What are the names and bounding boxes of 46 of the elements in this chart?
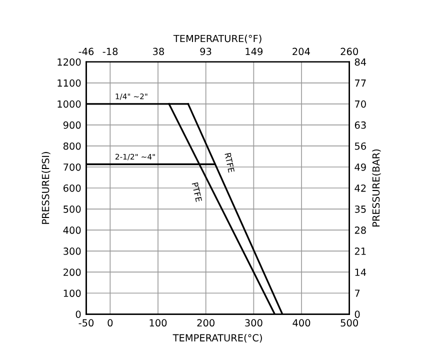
y-axis-title: PRESSURE(PSI)	[42, 152, 50, 224]
x-tick-label: -50	[78, 319, 94, 327]
x2-tick-label: 38	[153, 48, 164, 56]
y2-tick-label: 21	[354, 248, 366, 255]
y2-tick-label: 42	[354, 184, 366, 192]
text: PTFE	[192, 182, 202, 202]
y2-tick-label: 70	[355, 100, 366, 108]
y2-tick-label: 7	[355, 290, 360, 297]
y-tick-label: 400	[63, 226, 81, 234]
y-tick-label: 700	[64, 163, 81, 171]
x2-tick-label: -46	[78, 48, 94, 56]
y-tick-label: 800	[63, 142, 81, 150]
x2-tick-label: 149	[246, 48, 263, 56]
x-axis-title: TEMPERATURE(°C)	[172, 334, 262, 343]
y2-tick-label: 56	[354, 142, 366, 150]
y-tick-label: 500	[64, 206, 81, 213]
x-tick-label: 0	[108, 319, 113, 327]
text: RTFE	[224, 152, 235, 173]
x-tick-label: 100	[150, 319, 167, 327]
y-tick-label: 200	[64, 268, 81, 276]
y-tick-label: 100	[64, 290, 81, 297]
y2-tick-label: 35	[354, 206, 366, 213]
y-tick-label: 900	[63, 121, 81, 129]
y2-tick-label: 49	[354, 163, 366, 171]
y-tick-label: 1200	[58, 58, 81, 66]
x2-tick-label: 260	[340, 48, 358, 56]
x-tick-label: 300	[245, 319, 262, 327]
y2-tick-label: 63	[354, 121, 366, 129]
x2-tick-label: 204	[292, 48, 310, 56]
x-tick-label: 400	[292, 319, 310, 327]
x2-tick-label: -18	[102, 48, 118, 56]
y2-tick-label: 14	[355, 268, 366, 276]
y-tick-label: 600	[64, 184, 81, 192]
y-tick-label: 0	[76, 310, 81, 318]
y-tick-label: 1100	[58, 79, 81, 87]
x-tick-label: 200	[197, 319, 214, 327]
x2-tick-label: 93	[200, 48, 212, 56]
y-tick-label: 1000	[58, 100, 81, 108]
y2-tick-label: 28	[354, 226, 366, 234]
x2-axis-title: TEMPERATURE(°F)	[173, 34, 262, 44]
y-tick-label: 300	[64, 248, 81, 255]
y2-tick-label: 84	[354, 58, 366, 66]
y2-axis-title: PRESSURE(BAR)	[372, 149, 381, 226]
y2-tick-label: 0	[354, 310, 360, 318]
x-tick-label: 500	[340, 319, 358, 327]
y2-tick-label: 77	[355, 80, 366, 87]
